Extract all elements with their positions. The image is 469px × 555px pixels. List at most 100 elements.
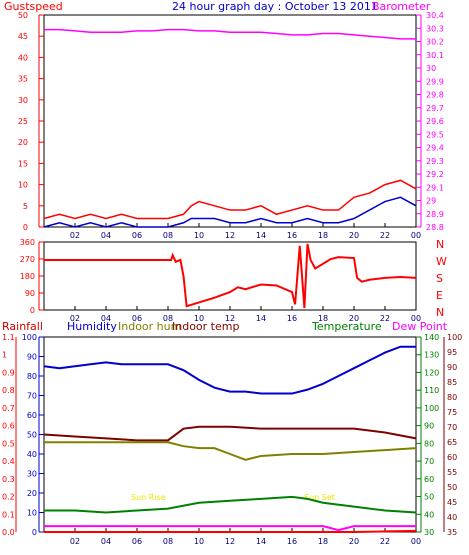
x-tick-label: 18 bbox=[318, 537, 328, 546]
compass-label: S bbox=[436, 272, 443, 285]
barometer-tick-label: 28.9 bbox=[426, 210, 444, 219]
dewpoint-tick-label: 45 bbox=[447, 498, 457, 507]
humidity-tick-label: 60 bbox=[27, 411, 37, 420]
barometer-label: Barometer bbox=[372, 0, 431, 13]
dewpoint-tick-label: 95 bbox=[447, 348, 457, 357]
x-tick-label: 18 bbox=[318, 231, 328, 240]
rainfall-tick-label: 0.9 bbox=[2, 368, 15, 377]
barometer-tick-label: 29.1 bbox=[426, 183, 444, 192]
rainfall-tick-label: 0.5 bbox=[2, 439, 15, 448]
direction-tick-label: 90 bbox=[25, 289, 35, 298]
legend-dew-point: Dew Point bbox=[392, 320, 448, 333]
sun-rise-annotation: Sun Rise bbox=[131, 493, 166, 502]
series-barometer-line bbox=[44, 28, 416, 40]
chart-title: 24 hour graph day : October 13 2011 bbox=[172, 0, 378, 13]
compass-label: N bbox=[436, 306, 444, 319]
barometer-tick-label: 29.3 bbox=[426, 157, 444, 166]
humidity-tick-label: 100 bbox=[22, 333, 37, 342]
barometer-tick-label: 28.8 bbox=[426, 223, 444, 232]
humidity-tick-label: 10 bbox=[27, 509, 37, 518]
temperature-tick-label: 120 bbox=[424, 368, 439, 377]
gust-tick-label: 20 bbox=[18, 138, 28, 147]
legend-indoor-hum: Indoor hum bbox=[118, 320, 181, 333]
rainfall-tick-label: 0.8 bbox=[2, 386, 15, 395]
barometer-tick-label: 30.4 bbox=[426, 11, 444, 20]
temperature-tick-label: 70 bbox=[424, 457, 434, 466]
x-tick-label: 02 bbox=[70, 314, 80, 323]
humidity-tick-label: 50 bbox=[27, 431, 37, 440]
x-tick-label: 20 bbox=[349, 537, 359, 546]
dewpoint-tick-label: 70 bbox=[447, 423, 457, 432]
x-tick-label: 12 bbox=[225, 314, 235, 323]
compass-label: W bbox=[436, 255, 447, 268]
x-tick-label: 00 bbox=[411, 314, 421, 323]
x-tick-label: 06 bbox=[132, 537, 142, 546]
panel-wind-direction bbox=[43, 241, 417, 311]
barometer-tick-label: 30 bbox=[426, 64, 436, 73]
gust-tick-label: 40 bbox=[18, 53, 28, 62]
gust-tick-label: 25 bbox=[18, 117, 28, 126]
barometer-tick-label: 29.9 bbox=[426, 77, 444, 86]
dewpoint-tick-label: 50 bbox=[447, 483, 457, 492]
dewpoint-tick-label: 100 bbox=[447, 333, 462, 342]
x-tick-label: 14 bbox=[256, 537, 266, 546]
sun-set-annotation: Sun Set bbox=[304, 493, 335, 502]
compass-label: N bbox=[436, 238, 444, 251]
temperature-tick-label: 90 bbox=[424, 422, 434, 431]
barometer-tick-label: 29.6 bbox=[426, 117, 444, 126]
barometer-tick-label: 29.4 bbox=[426, 144, 444, 153]
temperature-tick-label: 30 bbox=[424, 528, 434, 537]
rainfall-tick-label: 0.0 bbox=[2, 528, 15, 537]
legend-temperature: Temperature bbox=[311, 320, 382, 333]
x-tick-label: 04 bbox=[101, 314, 111, 323]
series-indoor-hum-line bbox=[44, 441, 417, 461]
temperature-tick-label: 80 bbox=[424, 439, 434, 448]
x-tick-label: 14 bbox=[256, 231, 266, 240]
temperature-tick-label: 130 bbox=[424, 351, 439, 360]
barometer-tick-label: 29.8 bbox=[426, 91, 444, 100]
humidity-tick-label: 70 bbox=[27, 392, 37, 401]
compass-label: E bbox=[436, 289, 443, 302]
dewpoint-tick-label: 55 bbox=[447, 468, 457, 477]
series-windspeed-line bbox=[43, 196, 417, 228]
x-tick-label: 00 bbox=[411, 231, 421, 240]
x-tick-label: 02 bbox=[70, 231, 80, 240]
legend-rainfall: Rainfall bbox=[2, 320, 43, 333]
gust-tick-label: 15 bbox=[18, 159, 28, 168]
temperature-tick-label: 100 bbox=[424, 404, 439, 413]
dewpoint-tick-label: 90 bbox=[447, 363, 457, 372]
temperature-tick-label: 60 bbox=[424, 475, 434, 484]
rainfall-tick-label: 0.7 bbox=[2, 404, 15, 413]
x-tick-label: 00 bbox=[411, 537, 421, 546]
panel-humidity-temperature bbox=[43, 336, 417, 533]
rainfall-tick-label: 0.4 bbox=[2, 457, 15, 466]
gust-tick-label: 50 bbox=[18, 11, 28, 20]
x-tick-label: 10 bbox=[194, 537, 204, 546]
humidity-tick-label: 0 bbox=[32, 528, 37, 537]
series-rainfall-line bbox=[44, 529, 417, 533]
x-tick-label: 12 bbox=[225, 231, 235, 240]
dewpoint-tick-label: 85 bbox=[447, 378, 457, 387]
dewpoint-tick-label: 65 bbox=[447, 438, 457, 447]
barometer-tick-label: 30.3 bbox=[426, 24, 444, 33]
x-tick-label: 14 bbox=[256, 314, 266, 323]
x-tick-label: 16 bbox=[287, 537, 297, 546]
gust-tick-label: 35 bbox=[18, 75, 28, 84]
x-tick-label: 20 bbox=[349, 314, 359, 323]
x-tick-label: 08 bbox=[163, 231, 173, 240]
barometer-tick-label: 29.5 bbox=[426, 130, 444, 139]
gustspeed-label: Gustspeed bbox=[4, 0, 63, 13]
x-tick-label: 02 bbox=[70, 537, 80, 546]
temperature-tick-label: 110 bbox=[424, 386, 439, 395]
dewpoint-tick-label: 75 bbox=[447, 408, 457, 417]
series-indoor-temp-line bbox=[43, 425, 417, 442]
x-tick-label: 22 bbox=[380, 231, 390, 240]
series-temperature-line bbox=[44, 495, 417, 514]
humidity-tick-label: 90 bbox=[27, 353, 37, 362]
legend-indoor-temp: Indoor temp bbox=[172, 320, 239, 333]
direction-tick-label: 180 bbox=[20, 272, 35, 281]
x-tick-label: 04 bbox=[101, 231, 111, 240]
gust-tick-label: 45 bbox=[18, 32, 28, 41]
rainfall-tick-label: 0.1 bbox=[2, 510, 15, 519]
